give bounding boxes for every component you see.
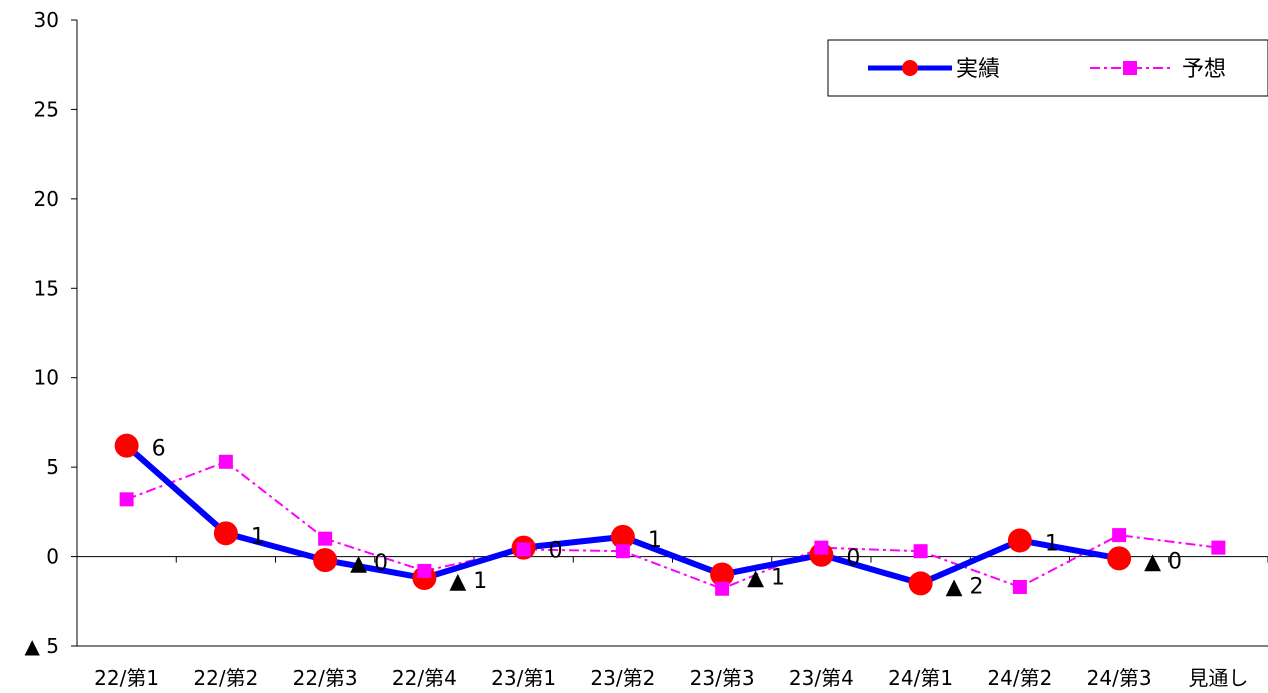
x-tick-label: 24/第2 bbox=[987, 666, 1052, 690]
data-label: 1 bbox=[251, 524, 265, 549]
actual-point bbox=[1107, 546, 1132, 571]
y-tick-label: 20 bbox=[34, 187, 59, 211]
forecast-point bbox=[318, 531, 333, 546]
y-axis-tick-labels: ▲ 5 0 5 10 15 20 25 30 bbox=[25, 8, 59, 658]
data-label: ▲ 0 bbox=[350, 551, 388, 576]
data-label: ▲ 2 bbox=[946, 574, 984, 599]
y-tick-label: 10 bbox=[34, 366, 59, 390]
x-tick-label: 24/第3 bbox=[1087, 666, 1152, 690]
forecast-point bbox=[1012, 579, 1027, 594]
x-tick-label: 23/第1 bbox=[491, 666, 556, 690]
legend-forecast-label: 予想 bbox=[1182, 57, 1226, 82]
y-tick-label: 5 bbox=[46, 455, 59, 479]
data-label: 6 bbox=[152, 437, 166, 462]
forecast-line bbox=[126, 460, 1219, 590]
legend-forecast-marker bbox=[1123, 61, 1137, 75]
forecast-point bbox=[715, 581, 730, 596]
actual-point bbox=[213, 521, 238, 546]
series-lines bbox=[114, 433, 1226, 596]
forecast-point bbox=[1211, 540, 1226, 555]
data-label: 1 bbox=[648, 528, 662, 553]
x-tick-label: 22/第3 bbox=[293, 666, 358, 690]
forecast-point bbox=[615, 544, 630, 559]
x-tick-label: 24/第1 bbox=[888, 666, 953, 690]
actual-point bbox=[313, 548, 338, 573]
x-tick-label: 22/第1 bbox=[94, 666, 159, 690]
x-axis-tick-labels: 22/第1 22/第2 22/第3 22/第4 23/第1 23/第2 23/第3 23/第4… bbox=[94, 666, 1248, 690]
y-tick-label: ▲ 5 bbox=[25, 634, 59, 658]
forecast-point bbox=[1112, 528, 1127, 543]
x-tick-label: 23/第4 bbox=[789, 666, 854, 690]
actual-point bbox=[610, 524, 635, 549]
x-tick-label: 22/第4 bbox=[392, 666, 457, 690]
forecast-point bbox=[814, 540, 829, 555]
x-tick-label: 見通し bbox=[1188, 666, 1248, 690]
y-tick-label: 25 bbox=[34, 97, 59, 121]
y-tick-label: 30 bbox=[34, 8, 59, 32]
data-label: 0 bbox=[846, 546, 860, 571]
forecast-point bbox=[417, 563, 432, 578]
data-labels: 6 1 ▲ 0 ▲ 1 0 1 ▲ 1 0 ▲ 2 1 ▲ 0 bbox=[152, 437, 1182, 600]
data-label: ▲ 1 bbox=[747, 565, 785, 590]
y-tick-label: 0 bbox=[46, 545, 59, 569]
data-label: ▲ 0 bbox=[1144, 549, 1182, 574]
legend: 実績 予想 bbox=[827, 39, 1268, 97]
forecast-point bbox=[913, 544, 928, 559]
actual-point bbox=[1007, 528, 1032, 553]
data-label: ▲ 1 bbox=[449, 569, 487, 594]
x-tick-label: 22/第2 bbox=[193, 666, 258, 690]
y-tick-label: 15 bbox=[34, 276, 59, 300]
data-label: 1 bbox=[1045, 531, 1059, 556]
actual-point bbox=[114, 433, 139, 458]
forecast-point bbox=[516, 542, 531, 557]
legend-actual-marker bbox=[902, 60, 918, 76]
actual-line bbox=[124, 443, 1120, 587]
forecast-point bbox=[218, 454, 233, 469]
x-tick-label: 23/第3 bbox=[690, 666, 755, 690]
actual-point bbox=[908, 571, 933, 596]
x-tick-label: 23/第2 bbox=[590, 666, 655, 690]
data-label: 0 bbox=[549, 539, 563, 564]
actual-point bbox=[710, 562, 735, 587]
legend-actual-label: 実績 bbox=[956, 57, 1000, 82]
forecast-point bbox=[119, 492, 134, 507]
